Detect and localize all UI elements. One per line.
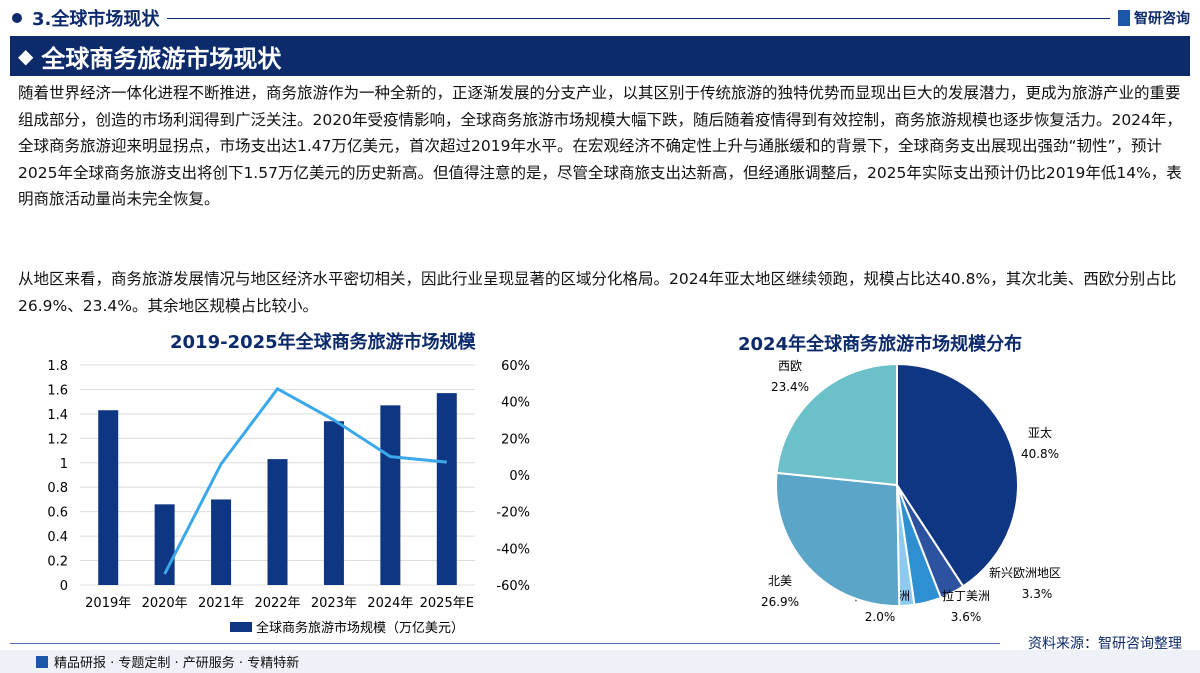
pie-chart-title: 2024年全球商务旅游市场规模分布: [738, 334, 1023, 355]
logo-icon: [36, 655, 48, 668]
slice-label: 新兴欧洲地区: [989, 565, 1061, 580]
bar: [267, 459, 288, 585]
y2-tick-label: 0%: [509, 469, 530, 484]
y-tick-label: 1.4: [47, 408, 68, 423]
page-title: 全球商务旅游市场现状: [41, 44, 282, 73]
y-tick-label: 1.8: [47, 359, 68, 374]
brand-logo: 智研咨询: [1118, 8, 1190, 28]
y-tick-label: 1: [60, 457, 68, 472]
source-note: 资料来源：智研咨询整理: [1028, 636, 1182, 652]
slice-value: 3.3%: [1022, 587, 1053, 601]
y2-tick-label: -20%: [496, 506, 530, 521]
pie-slice: [775, 471, 901, 607]
x-tick-label: 2020年: [142, 596, 188, 611]
bar-line-chart: 0 0.2 0.4 0.6 0.8 1 1.2 1.4 1.6 1.8 -60% -40% -20% 0%…: [47, 359, 530, 636]
bar: [380, 405, 401, 585]
x-tick-label: 2021年: [198, 596, 244, 611]
pie-slice: [775, 362, 898, 487]
bar: [98, 410, 119, 585]
x-tick-label: 2024年: [367, 596, 413, 611]
y2-tick-label: 40%: [501, 396, 530, 411]
y-tick-label: 0: [60, 579, 68, 594]
legend-swatch: [230, 622, 252, 632]
slice-label: 拉丁美洲: [942, 588, 990, 603]
slice-value: 3.6%: [951, 610, 982, 624]
footer-text: 精品研报 · 专题定制 · 产研服务 · 专精特新: [54, 656, 300, 671]
y-tick-label: 1.6: [47, 383, 68, 398]
bar: [436, 393, 457, 585]
slice-value: 23.4%: [771, 380, 809, 394]
y2-tick-label: -60%: [496, 579, 530, 594]
slice-value: 2.0%: [865, 610, 896, 624]
y-tick-label: 0.8: [47, 481, 68, 496]
paragraph-1: 随着世界经济一体化进程不断推进，商务旅游作为一种全新的，正逐渐发展的分支产业，以…: [18, 84, 1182, 208]
slice-value: 40.8%: [1021, 447, 1059, 461]
slice-label: 北美: [768, 574, 792, 588]
x-tick-label: 2019年: [85, 596, 131, 611]
bullet-icon: [12, 13, 22, 23]
x-tick-label: 2022年: [254, 596, 300, 611]
divider: [167, 17, 1110, 19]
pie-chart: 亚太40.8%新兴欧洲地区3.3%拉丁美洲3.6%中东和非洲2.0%北美26.9…: [761, 359, 1061, 624]
y2-tick-label: 60%: [501, 359, 530, 374]
logo-icon: [1118, 10, 1130, 26]
y-tick-label: 0.4: [47, 530, 68, 545]
slice-value: 26.9%: [761, 595, 799, 609]
bar: [211, 499, 232, 585]
diamond-icon: ◆: [18, 44, 34, 68]
y2-tick-label: -40%: [496, 542, 530, 557]
footer: 精品研报 · 专题定制 · 产研服务 · 专精特新: [0, 650, 1200, 673]
y2-tick-label: 20%: [501, 432, 530, 447]
bar-chart-title: 2019-2025年全球商务旅游市场规模: [170, 332, 476, 353]
y-tick-label: 0.2: [47, 555, 68, 570]
y-tick-label: 1.2: [47, 432, 68, 447]
title-banner: ◆ 全球商务旅游市场现状: [10, 36, 1190, 76]
x-tick-label: 2025年E: [420, 596, 474, 611]
section-header: 3.全球市场现状 智研咨询: [10, 6, 1190, 30]
divider: [10, 643, 1000, 644]
paragraph-2: 从地区来看，商务旅游发展情况与地区经济水平密切相关，因此行业呈现显著的区域分化格…: [18, 270, 1177, 315]
legend-label: 全球商务旅游市场规模（万亿美元）: [256, 620, 464, 636]
x-tick-label: 2023年: [311, 596, 357, 611]
growth-line: [163, 386, 447, 575]
bar: [323, 421, 344, 585]
slice-label: 亚太: [1028, 425, 1052, 440]
section-title: 3.全球市场现状: [32, 9, 160, 30]
y-tick-label: 0.6: [47, 506, 68, 521]
slice-label: 西欧: [778, 359, 802, 373]
brand-name: 智研咨询: [1134, 11, 1190, 27]
